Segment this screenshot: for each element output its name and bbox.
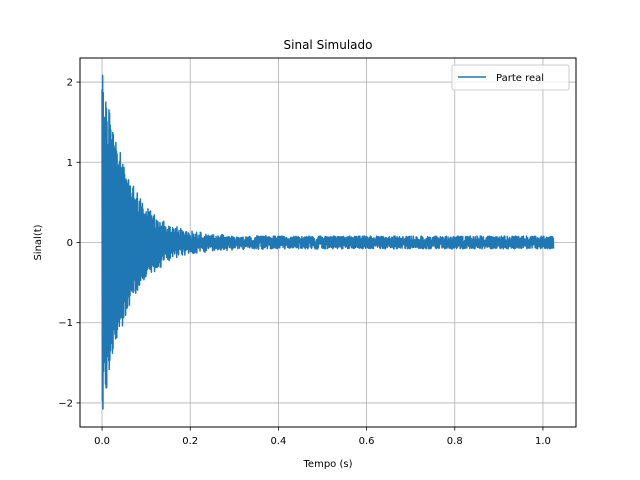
x-tick-label: 0.4 xyxy=(270,436,286,447)
legend-label: Parte real xyxy=(496,73,544,84)
legend: Parte real xyxy=(451,64,570,91)
y-tick-label: 2 xyxy=(67,78,73,89)
series-line-parte-real xyxy=(101,74,555,410)
x-tick-label: 0.6 xyxy=(359,436,375,447)
y-tick-label: 0 xyxy=(67,238,73,249)
x-axis-label: Tempo (s) xyxy=(303,459,353,470)
legend-box xyxy=(451,64,570,91)
x-tick-label: 0.0 xyxy=(94,436,110,447)
y-tick-label: −2 xyxy=(58,398,73,409)
chart-title: Sinal Simulado xyxy=(284,38,373,52)
y-tick-label: 1 xyxy=(67,158,73,169)
ticks: 0.0 0.2 0.4 0.6 0.8 1.0 −2 −1 0 1 2 xyxy=(58,78,551,447)
y-axis-label: Sinal(t) xyxy=(33,224,44,260)
series-layer xyxy=(101,74,555,410)
y-tick-label: −1 xyxy=(58,318,73,329)
x-tick-label: 1.0 xyxy=(535,436,551,447)
x-tick-label: 0.8 xyxy=(447,436,463,447)
x-tick-label: 0.2 xyxy=(182,436,198,447)
